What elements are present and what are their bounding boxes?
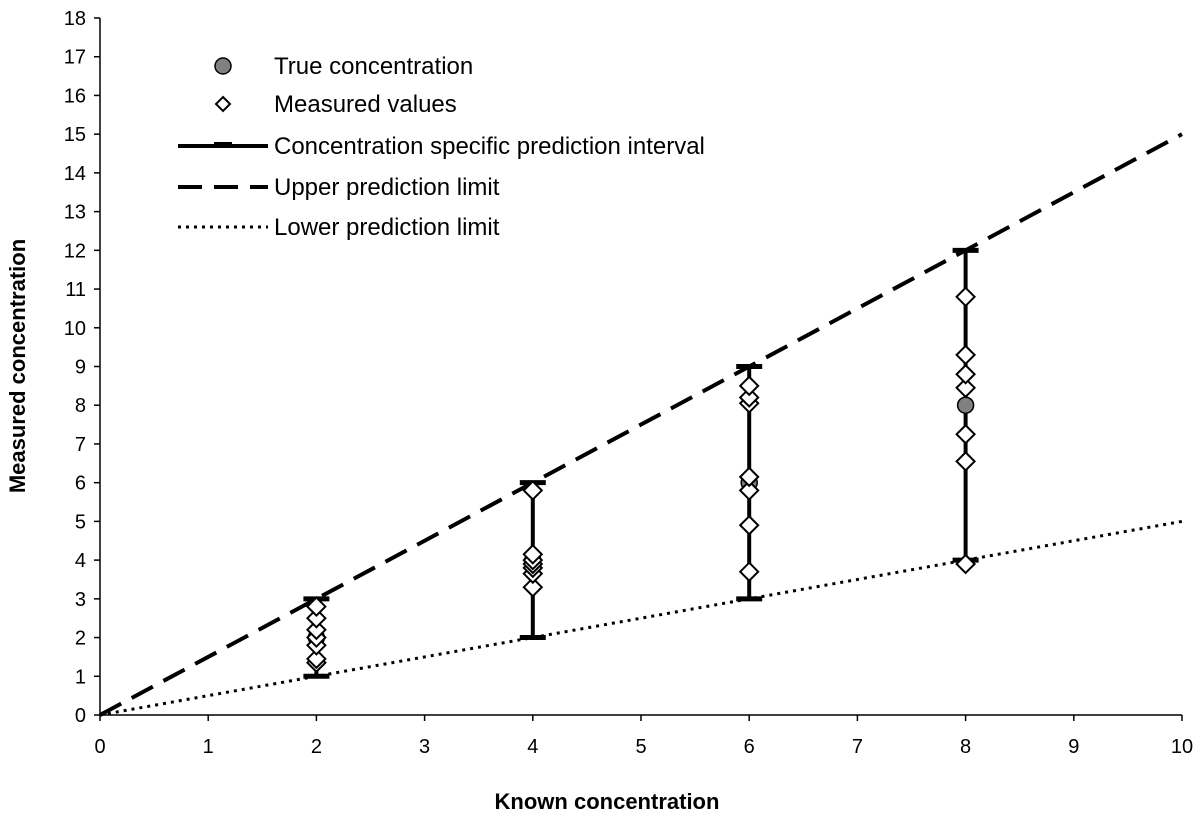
y-tick-label: 6: [75, 473, 86, 495]
legend-label: Lower prediction limit: [274, 214, 500, 241]
measured-value-point: [738, 561, 760, 583]
legend-circle-icon: [214, 57, 232, 75]
y-tick-label: 17: [64, 47, 86, 69]
measured-value-point: [738, 387, 760, 408]
measured-value-point: [738, 466, 760, 488]
y-tick-label: 10: [64, 318, 86, 340]
legend-label: Measured values: [274, 91, 457, 118]
measured-value-point: [955, 423, 977, 445]
y-tick-label: 16: [64, 85, 86, 107]
legend-entry-lower: Lower prediction limit: [178, 214, 500, 241]
x-tick-label: 5: [635, 736, 646, 758]
x-tick-label: 8: [960, 736, 971, 758]
x-tick-label: 10: [1171, 736, 1193, 758]
measured-value-point: [738, 514, 760, 536]
measured-value-point: [955, 450, 977, 472]
measured-value-point: [522, 479, 544, 501]
y-tick-label: 15: [64, 124, 86, 146]
legend-entry-upper: Upper prediction limit: [178, 174, 500, 201]
x-tick-label: 1: [203, 736, 214, 758]
x-tick-label: 6: [744, 736, 755, 758]
measured-value-point: [955, 553, 977, 575]
prediction-intervals: [303, 247, 979, 679]
legend-label: Upper prediction limit: [274, 174, 500, 201]
legend-label: Concentration specific prediction interv…: [274, 133, 705, 160]
y-tick-label: 0: [75, 705, 86, 727]
true-concentration-point: [956, 396, 975, 414]
legend-entry-measured: Measured values: [214, 91, 457, 118]
y-tick-label: 5: [75, 511, 86, 533]
measured-value-point: [305, 607, 327, 629]
measured-value-point: [955, 344, 977, 366]
measured-value-point: [522, 543, 544, 565]
y-tick-label: 2: [75, 628, 86, 650]
measured-value-point: [522, 576, 544, 598]
data-points: [305, 286, 977, 674]
y-tick-label: 9: [75, 357, 86, 379]
y-tick-label: 7: [75, 434, 86, 456]
upper-prediction-limit-line: [99, 132, 1183, 717]
legend-diamond-icon: [214, 95, 232, 113]
x-tick-label: 3: [419, 736, 430, 758]
y-tick-label: 4: [75, 550, 86, 572]
x-tick-label: 7: [852, 736, 863, 758]
measured-value-point: [738, 375, 760, 397]
x-tick-label: 0: [94, 736, 105, 758]
y-tick-label: 13: [64, 202, 86, 224]
measured-value-point: [305, 619, 327, 641]
measured-value-point: [955, 286, 977, 308]
measured-value-point: [305, 596, 327, 617]
y-tick-label: 11: [65, 279, 86, 301]
measured-value-point: [738, 479, 760, 501]
measured-value-point: [305, 648, 327, 670]
legend-entry-true: True concentration: [214, 53, 473, 80]
y-tick-label: 8: [75, 395, 86, 417]
y-tick-label: 14: [64, 163, 86, 185]
prediction-limit-lines: [99, 132, 1183, 717]
lower-prediction-limit-line: [99, 519, 1183, 717]
measured-value-point: [955, 363, 977, 385]
x-axis-title: Known concentration: [495, 789, 720, 814]
y-axis-title: Measured concentration: [5, 239, 30, 493]
measured-value-point: [955, 377, 977, 399]
legend-label: True concentration: [274, 53, 473, 80]
axes: [94, 17, 1183, 721]
x-tick-label: 9: [1068, 736, 1079, 758]
y-tick-label: 3: [75, 589, 86, 611]
x-tick-label: 4: [527, 736, 538, 758]
legend-entry-interval: Concentration specific prediction interv…: [178, 133, 705, 160]
y-tick-label: 18: [64, 8, 86, 30]
y-tick-label: 12: [64, 240, 86, 262]
y-tick-label: 1: [75, 666, 86, 688]
legend: True concentration Measured values Concent…: [178, 53, 705, 241]
x-tick-label: 2: [311, 736, 322, 758]
